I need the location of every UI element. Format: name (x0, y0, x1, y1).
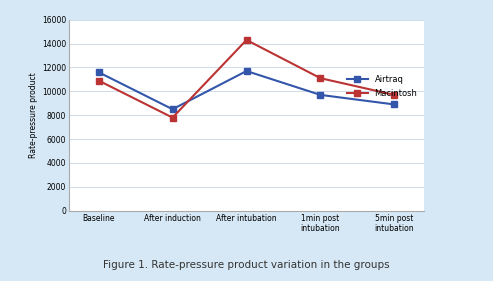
Macintosh (170, 116, 176, 119)
Airtraq (391, 103, 397, 106)
Airtraq (317, 93, 323, 97)
Line: Airtraq: Airtraq (96, 68, 397, 112)
Macintosh (317, 76, 323, 80)
Macintosh (391, 93, 397, 97)
Airtraq (96, 71, 102, 74)
Macintosh (244, 38, 249, 42)
Y-axis label: Rate-pressure product: Rate-pressure product (29, 72, 38, 158)
Legend: Airtraq, Macintosh: Airtraq, Macintosh (345, 73, 420, 100)
Airtraq (244, 69, 249, 73)
Airtraq (170, 108, 176, 111)
Macintosh (96, 79, 102, 82)
Line: Macintosh: Macintosh (96, 37, 397, 120)
Text: Figure 1. Rate-pressure product variation in the groups: Figure 1. Rate-pressure product variatio… (103, 260, 390, 270)
